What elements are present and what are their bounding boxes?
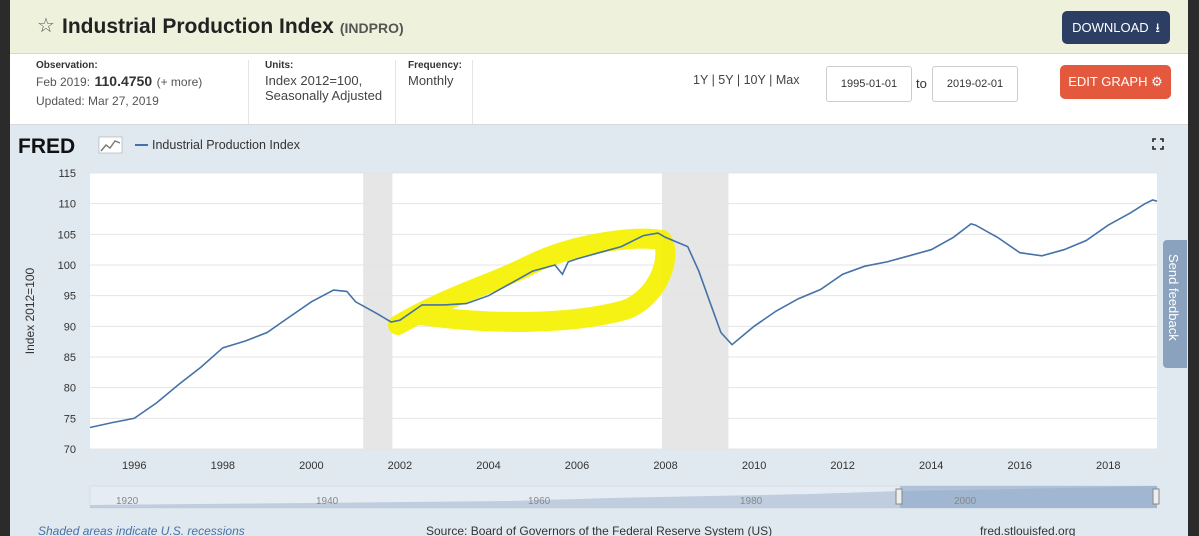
download-icon: ⭳ xyxy=(1155,20,1160,35)
range-sep: | xyxy=(769,73,773,87)
y-tick-label: 85 xyxy=(64,352,76,364)
frequency-value: Monthly xyxy=(408,73,454,88)
series-header: ☆ Industrial Production Index (INDPRO) DO… xyxy=(10,0,1188,54)
y-tick-label: 100 xyxy=(58,260,76,272)
series-code: (INDPRO) xyxy=(339,20,404,36)
navigator-left-handle[interactable] xyxy=(895,488,903,505)
x-tick-label: 2000 xyxy=(299,460,323,472)
y-tick-label: 95 xyxy=(64,291,76,303)
site-link[interactable]: fred.stlouisfed.org xyxy=(980,524,1075,536)
x-tick-label: 2012 xyxy=(830,460,854,472)
navigator-year-label: 1980 xyxy=(740,496,763,507)
download-label: DOWNLOAD xyxy=(1072,20,1149,35)
yellow-highlight-annotation xyxy=(388,228,676,335)
frequency-label: Frequency: xyxy=(408,60,462,71)
observation-more-link[interactable]: (+ more) xyxy=(156,75,203,89)
range-sep: | xyxy=(711,73,715,87)
updated-date: Updated: Mar 27, 2019 xyxy=(36,94,159,108)
y-tick-label: 90 xyxy=(64,321,76,333)
recessions-note[interactable]: Shaded areas indicate U.S. recessions xyxy=(38,524,245,536)
fullscreen-icon[interactable] xyxy=(1152,138,1164,150)
observation-date: Feb 2019: xyxy=(36,75,91,89)
edit-graph-label: EDIT GRAPH xyxy=(1068,74,1148,89)
graph-panel: FRED Industrial Production Index 70 75 80 8… xyxy=(10,124,1188,536)
fred-page: ☆ Industrial Production Index (INDPRO) DO… xyxy=(10,0,1188,536)
x-tick-label: 1996 xyxy=(122,460,146,472)
units-block: Units: Index 2012=100, Seasonally Adjust… xyxy=(265,60,396,124)
x-tick-label: 1998 xyxy=(211,460,235,472)
range-1y-button[interactable]: 1Y xyxy=(693,73,709,87)
legend-label: Industrial Production Index xyxy=(152,138,301,152)
range-5y-button[interactable]: 5Y xyxy=(718,73,734,87)
x-tick-label: 2008 xyxy=(653,460,677,472)
line-chart: FRED Industrial Production Index 70 75 80 8… xyxy=(18,135,1164,536)
range-max-button[interactable]: Max xyxy=(775,73,800,87)
gear-icon: ⚙ xyxy=(1151,74,1163,89)
y-tick-label: 115 xyxy=(58,168,76,180)
units-line-1: Index 2012=100, xyxy=(265,73,363,88)
range-sep: | xyxy=(736,73,741,87)
x-tick-label: 2018 xyxy=(1096,460,1120,472)
x-tick-label: 2010 xyxy=(742,460,766,472)
y-tick-label: 105 xyxy=(58,229,76,241)
observation-label: Observation: xyxy=(36,60,98,71)
observation-value: 110.4750 xyxy=(94,73,153,89)
series-title-text: Industrial Production Index xyxy=(62,15,334,38)
range-selector: 1Y | 5Y | 10Y | Max xyxy=(693,73,799,87)
fred-logo-chart-icon xyxy=(98,136,123,154)
navigator-year-label: 1940 xyxy=(316,496,339,507)
y-tick-label: 75 xyxy=(64,413,76,425)
y-tick-label: 110 xyxy=(58,199,76,211)
favorite-star-icon[interactable]: ☆ xyxy=(37,15,55,37)
navigator-year-label: 1960 xyxy=(528,496,551,507)
fred-logo[interactable]: FRED xyxy=(18,135,75,158)
recession-band xyxy=(662,173,729,449)
send-feedback-tab[interactable]: Send feedback xyxy=(1163,240,1187,368)
series-line-indpro xyxy=(89,199,1158,429)
navigator-right-handle[interactable] xyxy=(1152,488,1160,505)
range-navigator[interactable]: 1920 1940 1960 1980 2000 xyxy=(89,485,1160,509)
x-tick-label: 2014 xyxy=(919,460,943,472)
range-10y-button[interactable]: 10Y xyxy=(743,73,766,87)
download-button[interactable]: DOWNLOAD ⭳ xyxy=(1062,11,1170,44)
observation-block: Observation: Feb 2019: 110.4750 (+ more)… xyxy=(36,60,249,124)
series-title: Industrial Production Index (INDPRO) xyxy=(62,15,404,39)
send-feedback-label: Send feedback xyxy=(1166,254,1181,341)
y-tick-label: 70 xyxy=(64,444,76,456)
y-tick-label: 80 xyxy=(64,383,76,395)
to-label: to xyxy=(916,76,927,91)
navigator-selection[interactable] xyxy=(900,486,1157,508)
recession-band xyxy=(363,173,393,449)
edit-graph-button[interactable]: EDIT GRAPH ⚙ xyxy=(1060,65,1171,99)
units-label: Units: xyxy=(265,60,294,71)
x-tick-label: 2006 xyxy=(565,460,589,472)
navigator-year-label: 2000 xyxy=(954,496,977,507)
x-tick-label: 2016 xyxy=(1008,460,1032,472)
units-line-2: Seasonally Adjusted xyxy=(265,88,383,103)
x-tick-label: 2004 xyxy=(476,460,500,472)
navigator-year-label: 1920 xyxy=(116,496,139,507)
y-axis-label: Index 2012=100 xyxy=(23,267,37,354)
frequency-block: Frequency: Monthly xyxy=(408,60,473,124)
start-date-input[interactable]: 1995-01-01 xyxy=(826,66,912,102)
source-note: Source: Board of Governors of the Federa… xyxy=(426,524,772,536)
x-tick-label: 2002 xyxy=(388,460,412,472)
end-date-input[interactable]: 2019-02-01 xyxy=(932,66,1018,102)
